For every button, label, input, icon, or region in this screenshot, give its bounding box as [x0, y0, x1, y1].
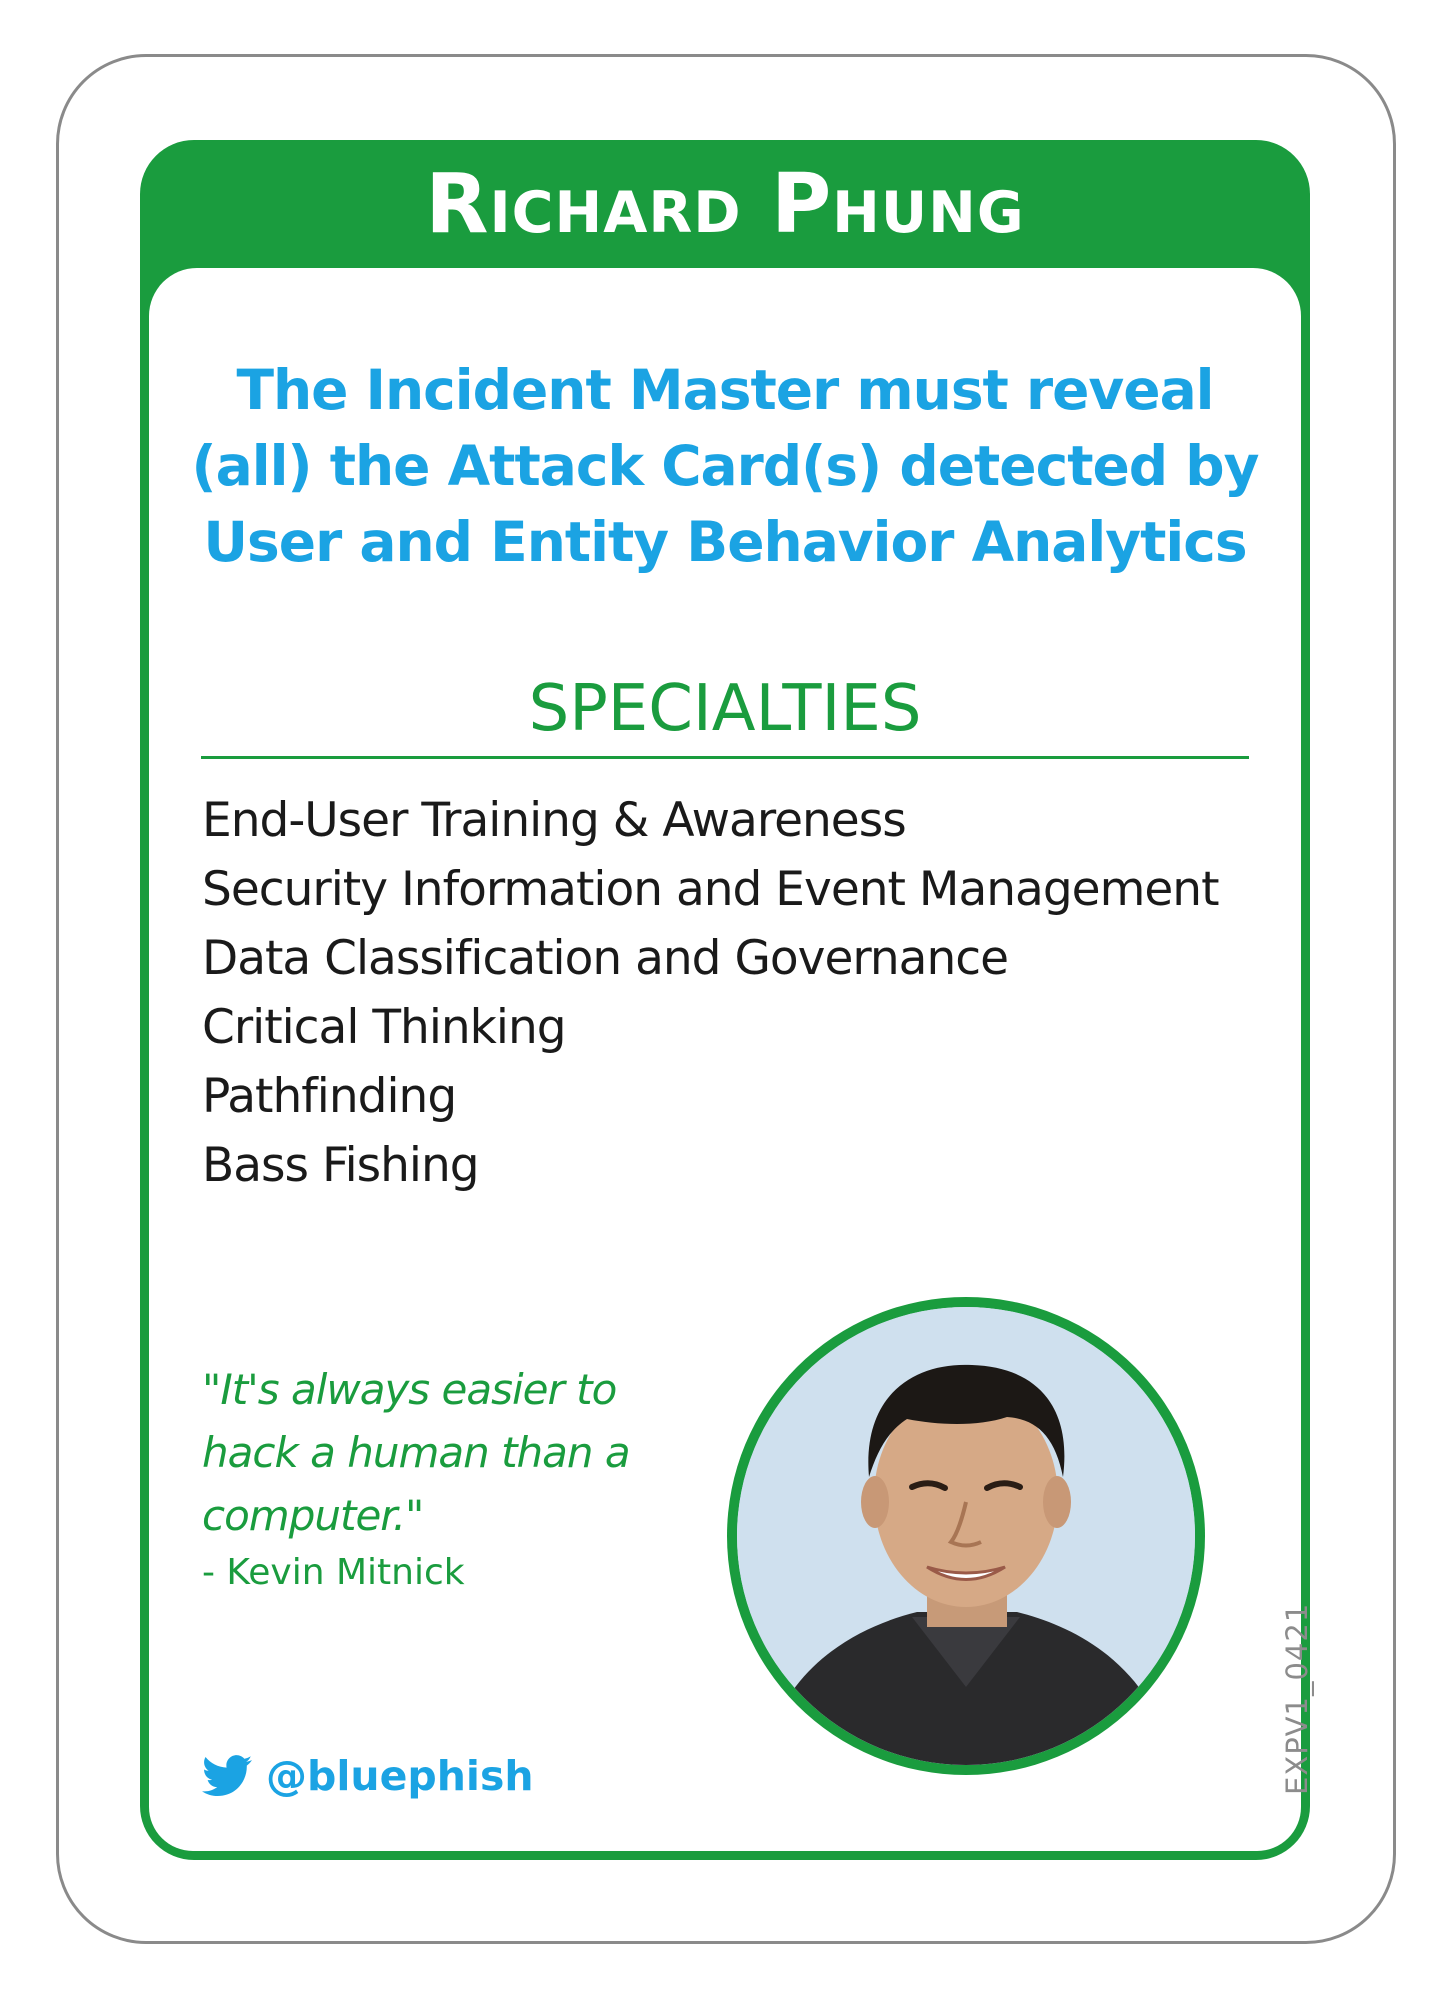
quote-author: - Kevin Mitnick [202, 1552, 465, 1593]
specialties-divider [201, 756, 1249, 759]
ability-text: The Incident Master must reveal (all) th… [191, 358, 1259, 574]
portrait-photo [737, 1307, 1195, 1765]
twitter-bird-icon [202, 1755, 252, 1796]
specialties-list: End-User Training & Awareness Security I… [202, 786, 1219, 1200]
portrait-illustration [737, 1307, 1195, 1765]
specialty-item: Security Information and Event Managemen… [202, 862, 1219, 917]
quote-text: "It's always easier to hack a human than… [202, 1365, 631, 1540]
card-code: EXPV1_0421 [1280, 1602, 1314, 1795]
specialty-item: Critical Thinking [202, 1000, 567, 1055]
specialty-item: Pathfinding [202, 1069, 457, 1124]
specialties-heading: SPECIALTIES [528, 672, 922, 746]
twitter-handle: @bluephish [266, 1752, 534, 1800]
character-name: Richard Phung [425, 156, 1025, 252]
specialty-item: Data Classification and Governance [202, 931, 1009, 986]
specialty-item: End-User Training & Awareness [202, 793, 907, 848]
twitter-handle-row: @bluephish [202, 1752, 534, 1800]
specialty-item: Bass Fishing [202, 1138, 480, 1193]
